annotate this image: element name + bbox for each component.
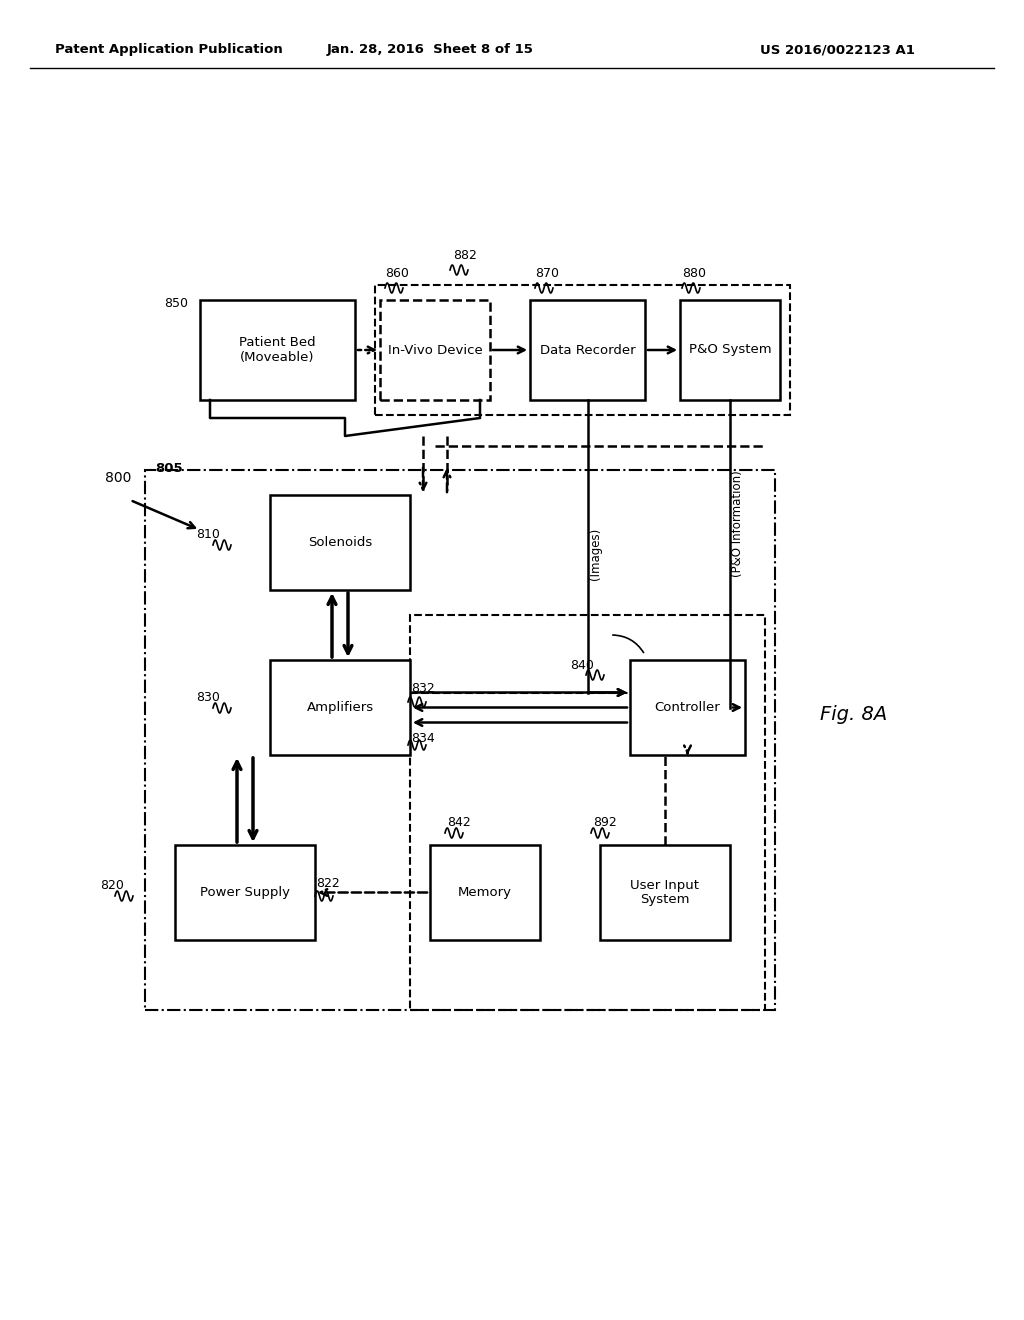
Text: 892: 892 (593, 816, 616, 829)
Bar (145, 470, 775, 1010)
Text: 882: 882 (453, 249, 477, 261)
Text: 832: 832 (411, 682, 435, 696)
Text: Solenoids: Solenoids (308, 536, 372, 549)
Text: 870: 870 (535, 267, 559, 280)
Bar (270, 660, 410, 755)
Text: Jan. 28, 2016  Sheet 8 of 15: Jan. 28, 2016 Sheet 8 of 15 (327, 44, 534, 57)
Bar (430, 845, 540, 940)
Text: 840: 840 (570, 659, 594, 672)
Text: Fig. 8A: Fig. 8A (820, 705, 887, 723)
Text: In-Vivo Device: In-Vivo Device (388, 343, 482, 356)
Bar (630, 660, 745, 755)
Bar (375, 285, 790, 414)
Text: 842: 842 (447, 816, 471, 829)
Text: 820: 820 (100, 879, 124, 892)
Text: 834: 834 (411, 733, 435, 744)
Text: (P&O Information): (P&O Information) (731, 470, 744, 577)
Text: 800: 800 (105, 471, 131, 484)
Text: 880: 880 (682, 267, 706, 280)
Text: P&O System: P&O System (689, 343, 771, 356)
Bar (270, 495, 410, 590)
Text: 822: 822 (316, 876, 340, 890)
Text: 810: 810 (196, 528, 220, 541)
Bar (380, 300, 490, 400)
Text: 805: 805 (155, 462, 182, 475)
Text: Controller: Controller (654, 701, 720, 714)
Text: 860: 860 (385, 267, 409, 280)
Bar (530, 300, 645, 400)
Bar (600, 845, 730, 940)
Text: Power Supply: Power Supply (200, 886, 290, 899)
Bar (410, 615, 765, 1010)
Text: 830: 830 (196, 690, 220, 704)
Text: Patient Bed
(Moveable): Patient Bed (Moveable) (240, 337, 315, 364)
Bar (200, 300, 355, 400)
Text: Memory: Memory (458, 886, 512, 899)
Text: Patent Application Publication: Patent Application Publication (55, 44, 283, 57)
Text: User Input
System: User Input System (631, 879, 699, 907)
Text: US 2016/0022123 A1: US 2016/0022123 A1 (760, 44, 914, 57)
Text: Data Recorder: Data Recorder (540, 343, 635, 356)
Text: Amplifiers: Amplifiers (306, 701, 374, 714)
Text: (Images): (Images) (589, 528, 602, 579)
Bar (175, 845, 315, 940)
Bar (680, 300, 780, 400)
Text: 850: 850 (164, 297, 188, 310)
